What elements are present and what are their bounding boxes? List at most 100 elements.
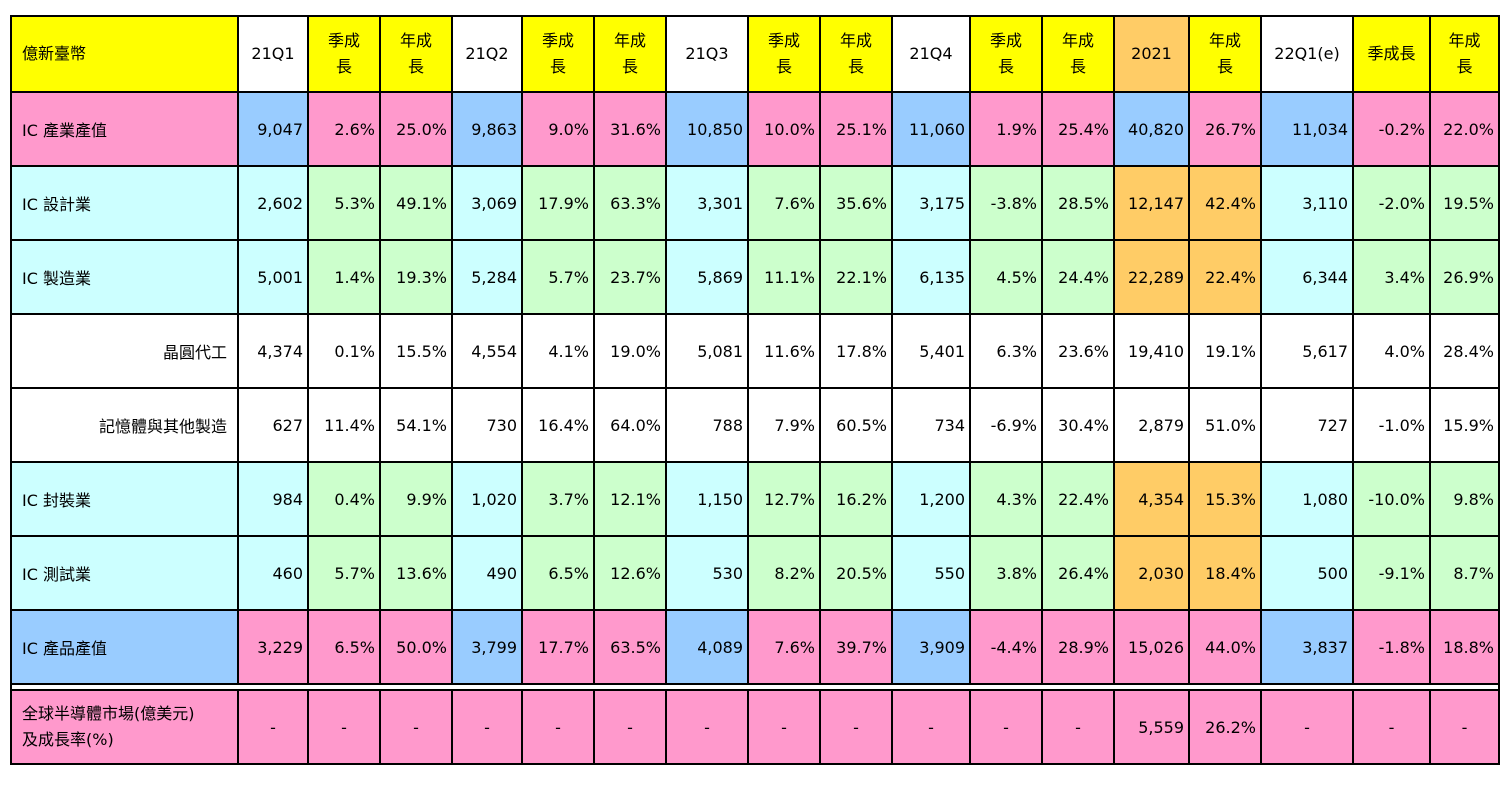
table-cell: 0.1% bbox=[307, 313, 381, 389]
table-cell: 24.4% bbox=[1041, 239, 1115, 315]
table-cell: 5,617 bbox=[1260, 313, 1354, 389]
table-cell: 3.7% bbox=[521, 461, 595, 537]
table-cell: -2.0% bbox=[1352, 165, 1431, 241]
row-label-line: 及成長率(%) bbox=[22, 730, 114, 749]
table-cell: 60.5% bbox=[819, 387, 893, 463]
table-cell: - bbox=[1352, 689, 1431, 765]
table-cell: 2.6% bbox=[307, 91, 381, 167]
table-cell: -1.0% bbox=[1352, 387, 1431, 463]
table-cell: 15.9% bbox=[1429, 387, 1500, 463]
table-cell: 3.4% bbox=[1352, 239, 1431, 315]
header-unit: 億新臺幣 bbox=[10, 15, 239, 93]
table-cell: 51.0% bbox=[1188, 387, 1262, 463]
table-cell: 25.1% bbox=[819, 91, 893, 167]
table-cell: 17.7% bbox=[521, 609, 595, 685]
table-cell: 460 bbox=[237, 535, 309, 611]
table-cell: 26.4% bbox=[1041, 535, 1115, 611]
table-cell: -0.2% bbox=[1352, 91, 1431, 167]
table-cell: - bbox=[521, 689, 595, 765]
table-cell: 530 bbox=[665, 535, 749, 611]
table-cell: 5.7% bbox=[521, 239, 595, 315]
row-label: IC 測試業 bbox=[10, 535, 239, 611]
separator-row bbox=[10, 683, 1500, 691]
table-cell: 8.2% bbox=[747, 535, 821, 611]
header-2021: 2021 bbox=[1113, 15, 1190, 93]
table-cell: 1,150 bbox=[665, 461, 749, 537]
table-cell: 9.9% bbox=[379, 461, 453, 537]
table-cell: 22.0% bbox=[1429, 91, 1500, 167]
table-cell: 22.1% bbox=[819, 239, 893, 315]
table-cell: 28.9% bbox=[1041, 609, 1115, 685]
table-cell: 23.6% bbox=[1041, 313, 1115, 389]
table-cell: 35.6% bbox=[819, 165, 893, 241]
row-label: IC 封裝業 bbox=[10, 461, 239, 537]
header-qoq: 季成長 bbox=[969, 15, 1043, 93]
table-row: IC 測試業 460 5.7% 13.6% 490 6.5% 12.6% 530… bbox=[10, 535, 1500, 611]
table-cell: 3,110 bbox=[1260, 165, 1354, 241]
table-cell: 40,820 bbox=[1113, 91, 1190, 167]
table-cell: 1.4% bbox=[307, 239, 381, 315]
table-cell: 12,147 bbox=[1113, 165, 1190, 241]
table-row: IC 產業產值 9,047 2.6% 25.0% 9,863 9.0% 31.6… bbox=[10, 91, 1500, 167]
header-21q2: 21Q2 bbox=[451, 15, 523, 93]
table-cell: 9.8% bbox=[1429, 461, 1500, 537]
header-yoy: 年成長 bbox=[819, 15, 893, 93]
table-cell: - bbox=[969, 689, 1043, 765]
table-cell: 8.7% bbox=[1429, 535, 1500, 611]
table-cell: 500 bbox=[1260, 535, 1354, 611]
table-cell: - bbox=[819, 689, 893, 765]
table-cell: 4,089 bbox=[665, 609, 749, 685]
table-cell: 490 bbox=[451, 535, 523, 611]
table-cell: -10.0% bbox=[1352, 461, 1431, 537]
table-cell: 10,850 bbox=[665, 91, 749, 167]
table-cell: 15,026 bbox=[1113, 609, 1190, 685]
header-yoy: 年成長 bbox=[593, 15, 667, 93]
table-cell: 19.3% bbox=[379, 239, 453, 315]
table-cell: 727 bbox=[1260, 387, 1354, 463]
table-cell: - bbox=[237, 689, 309, 765]
table-cell: 18.4% bbox=[1188, 535, 1262, 611]
table-cell: - bbox=[379, 689, 453, 765]
table-cell: 6,344 bbox=[1260, 239, 1354, 315]
table-cell: 984 bbox=[237, 461, 309, 537]
semiconductor-table-container: 億新臺幣 21Q1 季成長 年成長 21Q2 季成長 年成長 21Q3 季成長 … bbox=[10, 15, 1500, 765]
table-cell: 30.4% bbox=[1041, 387, 1115, 463]
row-label: IC 製造業 bbox=[10, 239, 239, 315]
table-cell: 20.5% bbox=[819, 535, 893, 611]
table-cell: 3,909 bbox=[891, 609, 971, 685]
table-cell: 25.0% bbox=[379, 91, 453, 167]
table-cell: 9,863 bbox=[451, 91, 523, 167]
table-cell: 5,001 bbox=[237, 239, 309, 315]
table-cell: 50.0% bbox=[379, 609, 453, 685]
semiconductor-output-table: 億新臺幣 21Q1 季成長 年成長 21Q2 季成長 年成長 21Q3 季成長 … bbox=[10, 15, 1500, 765]
table-cell: 11.6% bbox=[747, 313, 821, 389]
table-cell: - bbox=[451, 689, 523, 765]
row-label: 晶圓代工 bbox=[10, 313, 239, 389]
table-cell: 4,374 bbox=[237, 313, 309, 389]
table-cell: 3,301 bbox=[665, 165, 749, 241]
table-cell: 49.1% bbox=[379, 165, 453, 241]
table-cell: 5,869 bbox=[665, 239, 749, 315]
table-cell: -6.9% bbox=[969, 387, 1043, 463]
table-cell: - bbox=[1429, 689, 1500, 765]
table-cell: 6.5% bbox=[521, 535, 595, 611]
table-cell: 63.5% bbox=[593, 609, 667, 685]
table-cell: 16.4% bbox=[521, 387, 595, 463]
table-cell: - bbox=[665, 689, 749, 765]
table-cell: 0.4% bbox=[307, 461, 381, 537]
table-cell: 9,047 bbox=[237, 91, 309, 167]
table-cell: 19.5% bbox=[1429, 165, 1500, 241]
row-label-line: 全球半導體市場(億美元) bbox=[22, 704, 195, 723]
table-cell: 64.0% bbox=[593, 387, 667, 463]
header-22q1e: 22Q1(e) bbox=[1260, 15, 1354, 93]
table-row: IC 製造業 5,001 1.4% 19.3% 5,284 5.7% 23.7%… bbox=[10, 239, 1500, 315]
header-yoy: 年成長 bbox=[379, 15, 453, 93]
header-21q3: 21Q3 bbox=[665, 15, 749, 93]
table-cell: 54.1% bbox=[379, 387, 453, 463]
table-cell: 28.4% bbox=[1429, 313, 1500, 389]
table-cell: 3,069 bbox=[451, 165, 523, 241]
table-cell: 22,289 bbox=[1113, 239, 1190, 315]
table-cell: 4.1% bbox=[521, 313, 595, 389]
table-cell: 7.9% bbox=[747, 387, 821, 463]
table-cell: 7.6% bbox=[747, 165, 821, 241]
